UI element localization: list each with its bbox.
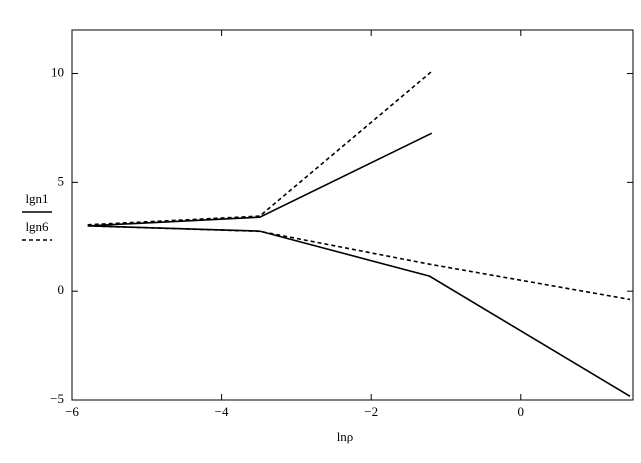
y-tick-label: 10 [51, 65, 64, 80]
x-tick-label: −2 [364, 404, 378, 419]
y-tick-label: 0 [58, 282, 65, 297]
x-axis-label: lnρ [337, 429, 354, 444]
y-tick-label: 5 [58, 173, 65, 188]
series-line [87, 70, 631, 301]
y-tick-label: −5 [50, 391, 64, 406]
x-tick-label: 0 [518, 404, 525, 419]
legend-label: lgn6 [25, 219, 49, 234]
x-tick-label: −4 [215, 404, 229, 419]
plot-frame [71, 29, 634, 401]
series-line [87, 132, 631, 397]
legend-label: lgn1 [25, 191, 48, 206]
x-tick-label: −6 [65, 404, 79, 419]
